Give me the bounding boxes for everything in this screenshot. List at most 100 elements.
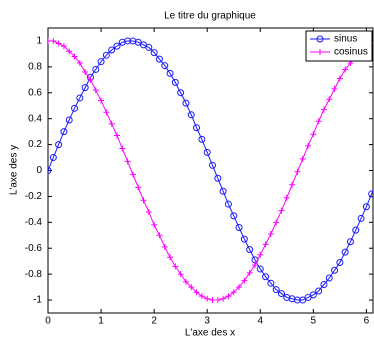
marker (236, 284, 243, 291)
marker (177, 271, 184, 278)
marker (273, 219, 280, 226)
marker (240, 235, 248, 243)
marker (124, 158, 131, 165)
marker (81, 84, 89, 92)
marker (357, 214, 365, 222)
marker (193, 124, 201, 132)
marker (293, 296, 301, 304)
y-axis-label: L'axe des y (9, 145, 20, 195)
marker (315, 118, 322, 125)
plot-layer (48, 37, 373, 304)
marker (135, 184, 142, 191)
x-tick-label: 2 (151, 316, 157, 327)
marker (262, 241, 269, 248)
y-tick-label: 1 (36, 36, 42, 47)
marker (97, 58, 105, 66)
marker (277, 290, 285, 298)
marker (299, 155, 306, 162)
marker (342, 66, 349, 73)
marker (98, 97, 105, 104)
marker (209, 161, 216, 169)
marker (108, 46, 116, 54)
marker (76, 94, 84, 102)
marker (50, 37, 57, 44)
marker (235, 224, 243, 231)
marker (193, 289, 200, 296)
marker (331, 266, 339, 274)
y-tick-label: 0.8 (28, 62, 42, 73)
marker (113, 42, 121, 50)
y-tick-label: -1 (33, 295, 42, 306)
marker (92, 87, 99, 94)
marker (113, 132, 120, 139)
marker (108, 120, 115, 127)
marker (256, 265, 264, 273)
marker (65, 116, 73, 124)
marker (48, 167, 52, 174)
marker (156, 232, 163, 239)
marker (140, 197, 147, 204)
marker (161, 243, 168, 250)
marker (71, 53, 78, 60)
marker (246, 246, 254, 254)
marker (48, 37, 51, 44)
marker (320, 281, 328, 288)
marker (294, 168, 301, 175)
marker (66, 48, 73, 55)
marker (82, 69, 89, 76)
legend-label: cosinus (334, 47, 368, 58)
marker (214, 174, 222, 182)
marker (341, 248, 349, 256)
legend-marker (316, 35, 324, 43)
marker (305, 142, 312, 149)
x-tick-label: 3 (204, 316, 210, 327)
marker (346, 238, 354, 246)
marker (167, 254, 174, 261)
marker (267, 279, 275, 287)
marker (214, 297, 221, 304)
marker (283, 194, 290, 201)
marker (182, 99, 190, 107)
marker (278, 207, 285, 214)
marker (188, 284, 195, 291)
marker (60, 128, 68, 136)
y-tick-label: 0 (36, 165, 42, 176)
marker (203, 148, 211, 156)
x-tick-label: 4 (257, 316, 263, 327)
y-tick-label: 0.4 (28, 113, 42, 124)
marker (177, 89, 185, 97)
marker (145, 43, 153, 51)
marker (145, 208, 152, 215)
marker (55, 40, 62, 47)
marker (331, 85, 338, 92)
marker (119, 145, 126, 152)
marker (129, 171, 136, 178)
marker (315, 287, 323, 295)
x-tick-label: 0 (45, 316, 51, 327)
marker (71, 104, 79, 112)
marker (87, 76, 94, 83)
marker (326, 96, 333, 103)
marker (204, 295, 211, 302)
marker (257, 251, 264, 258)
marker (161, 62, 169, 70)
chart-title: Le titre du graphique (164, 11, 256, 22)
legend-box (305, 30, 373, 62)
marker (262, 273, 270, 281)
marker (124, 37, 132, 45)
x-axis-label: L'axe des x (185, 328, 235, 337)
marker (219, 187, 227, 195)
marker (267, 230, 274, 237)
x-tick-label: 5 (311, 316, 317, 327)
x-tick-label: 1 (98, 316, 104, 327)
marker (225, 293, 232, 300)
marker (352, 226, 360, 234)
marker (155, 55, 163, 63)
y-tick-label: 0.2 (28, 139, 42, 150)
marker (198, 135, 206, 143)
legend-label: sinus (334, 34, 357, 45)
marker (325, 274, 333, 282)
marker (76, 59, 83, 66)
y-tick-label: -0.2 (25, 191, 43, 202)
marker (150, 49, 158, 57)
